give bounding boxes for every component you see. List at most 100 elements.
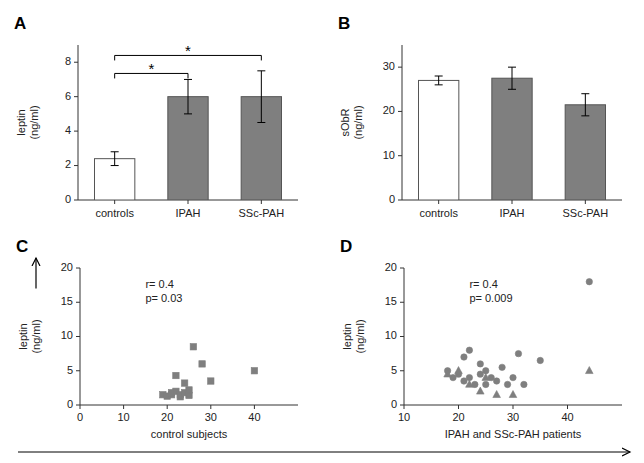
bar bbox=[492, 78, 532, 200]
y-tick bbox=[74, 96, 78, 97]
y-tick-label: 5 bbox=[67, 364, 73, 376]
y-tick-label: 10 bbox=[61, 329, 73, 341]
y-tick bbox=[400, 336, 404, 337]
point bbox=[499, 364, 505, 370]
x-tick bbox=[513, 405, 514, 409]
point bbox=[251, 368, 257, 374]
error-bar-cap bbox=[581, 115, 589, 116]
error-bar-cap bbox=[257, 70, 265, 71]
y-tick-label: 6 bbox=[65, 90, 71, 102]
y-axis-label-line: leptin bbox=[17, 323, 29, 349]
y-tick bbox=[74, 200, 78, 201]
point bbox=[510, 374, 516, 380]
x-tick bbox=[567, 405, 568, 409]
plot-area bbox=[419, 67, 606, 200]
y-axis-label-line: (ng/ml) bbox=[30, 319, 42, 353]
y-tick-label: 0 bbox=[67, 398, 73, 410]
x-tick bbox=[210, 405, 211, 409]
error-bar-stem bbox=[261, 71, 262, 123]
x-tick-label: 0 bbox=[77, 411, 83, 423]
point bbox=[586, 279, 592, 285]
error-bar bbox=[508, 67, 516, 89]
error-bar-cap bbox=[111, 165, 119, 166]
point bbox=[444, 370, 452, 377]
error-bar-cap bbox=[111, 151, 119, 152]
x-tick bbox=[254, 405, 255, 409]
x-tick-label: 30 bbox=[205, 411, 217, 423]
point bbox=[477, 361, 483, 367]
significance-label: * bbox=[148, 60, 154, 77]
y-tick bbox=[398, 200, 402, 201]
y-tick bbox=[400, 370, 404, 371]
panel-label: B bbox=[338, 14, 350, 33]
point bbox=[493, 378, 499, 384]
x-tick-label: 40 bbox=[248, 411, 260, 423]
error-bar-cap bbox=[435, 84, 443, 85]
x-tick-label: 20 bbox=[161, 411, 173, 423]
y-tick-label: 15 bbox=[385, 295, 397, 307]
error-bar-cap bbox=[257, 122, 265, 123]
point bbox=[190, 344, 196, 350]
y-tick-label: 20 bbox=[385, 261, 397, 273]
error-bar-cap bbox=[508, 67, 516, 68]
stat-annotation: r= 0.4 bbox=[469, 278, 497, 290]
y-tick bbox=[74, 62, 78, 63]
plot-area bbox=[444, 279, 593, 398]
y-axis-label-line: (ng/ml) bbox=[354, 319, 366, 353]
x-tick-label: 20 bbox=[452, 411, 464, 423]
significance-label: * bbox=[185, 42, 191, 59]
y-tick bbox=[400, 405, 404, 406]
x-tick bbox=[438, 200, 439, 204]
y-tick-label: 0 bbox=[389, 193, 395, 205]
error-bar-cap bbox=[581, 93, 589, 94]
y-tick-label: 2 bbox=[65, 158, 71, 170]
y-axis-label: leptin(ng/ml) bbox=[17, 319, 42, 353]
x-tick-label: 30 bbox=[507, 411, 519, 423]
x-tick bbox=[512, 200, 513, 204]
point bbox=[466, 347, 472, 353]
point bbox=[461, 354, 467, 360]
x-tick bbox=[80, 405, 81, 409]
panel: 02468leptin(ng/ml)AcontrolsIPAHSSc-PAH** bbox=[14, 14, 298, 219]
point bbox=[504, 381, 510, 387]
y-tick bbox=[400, 268, 404, 269]
y-tick bbox=[398, 111, 402, 112]
figure-arrow bbox=[18, 452, 630, 453]
y-axis-label-line: (ng/ml) bbox=[28, 105, 40, 139]
panel-label: C bbox=[16, 237, 28, 256]
y-tick bbox=[76, 302, 80, 303]
x-tick-label: IPAH bbox=[176, 207, 201, 219]
x-tick bbox=[123, 405, 124, 409]
x-tick-label: SSc-PAH bbox=[563, 207, 609, 219]
point bbox=[455, 367, 463, 374]
error-bar bbox=[257, 71, 265, 123]
panel: 05101520leptin(ng/ml)C010203040control s… bbox=[16, 237, 298, 440]
y-tick-label: 10 bbox=[383, 149, 395, 161]
point bbox=[466, 380, 474, 387]
point bbox=[186, 387, 192, 393]
x-axis-label: control subjects bbox=[151, 428, 228, 440]
point bbox=[521, 381, 527, 387]
point bbox=[181, 380, 187, 386]
panel: 0102030sObR(ng/ml)BcontrolsIPAHSSc-PAH bbox=[338, 14, 622, 219]
page: {"chart_data": [ {"type": "bar", "title"… bbox=[0, 0, 644, 463]
error-bar-cap bbox=[435, 76, 443, 77]
y-axis-label-line: leptin bbox=[15, 109, 27, 135]
y-tick-label: 20 bbox=[383, 104, 395, 116]
point bbox=[199, 361, 205, 367]
y-tick bbox=[76, 405, 80, 406]
stat-annotation: p= 0.009 bbox=[469, 292, 512, 304]
y-tick-label: 10 bbox=[385, 329, 397, 341]
y-tick-label: 0 bbox=[65, 193, 71, 205]
panel-label: A bbox=[14, 14, 26, 33]
point bbox=[537, 357, 543, 363]
bar bbox=[565, 105, 605, 200]
bar bbox=[419, 80, 459, 200]
point bbox=[493, 391, 501, 398]
x-tick bbox=[404, 405, 405, 409]
y-tick bbox=[398, 155, 402, 156]
y-tick-label: 0 bbox=[391, 398, 397, 410]
stat-annotation: r= 0.4 bbox=[145, 278, 173, 290]
x-tick bbox=[114, 200, 115, 204]
y-tick bbox=[398, 67, 402, 68]
